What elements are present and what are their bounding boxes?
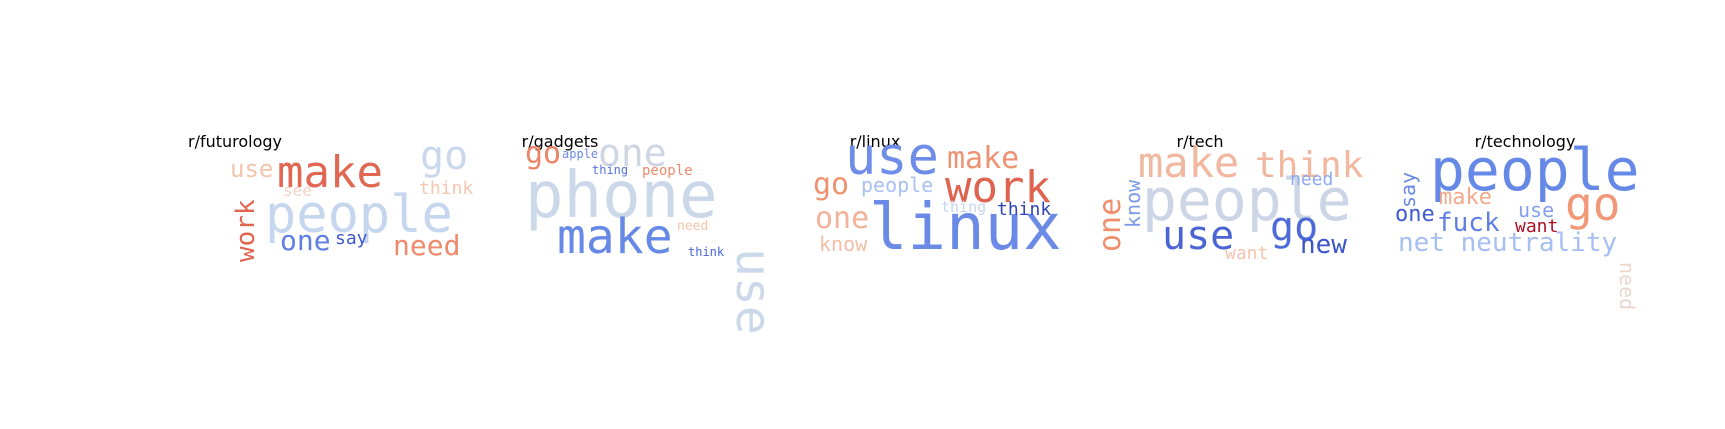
word-thing: thing xyxy=(592,163,628,177)
word-thing: thing xyxy=(941,198,986,216)
word-go: go xyxy=(813,167,849,202)
word-go: go xyxy=(1270,204,1318,250)
wordcloud-panel-linux: r/linux linux use work make go people one know t… xyxy=(735,127,1062,302)
word-fuck: fuck xyxy=(1437,208,1500,238)
word-one: one xyxy=(1395,202,1435,227)
word-go: go xyxy=(525,136,561,171)
word-people: people xyxy=(642,163,693,179)
word-make: make xyxy=(557,209,673,265)
word-think: think xyxy=(1255,145,1364,186)
word-know: know xyxy=(1121,179,1145,228)
wordcloud-panel-gadgets: r/gadgets phone use make one go apple thing peo… xyxy=(420,131,781,335)
word-one: one xyxy=(1093,198,1128,252)
word-need: need xyxy=(677,219,708,234)
panel-title: r/tech xyxy=(1176,132,1224,151)
word-need: need xyxy=(393,229,460,262)
word-think: think xyxy=(688,245,725,259)
word-see: see xyxy=(283,181,312,200)
word-work: work xyxy=(231,199,261,262)
word-think: think xyxy=(997,199,1051,220)
word-make: make xyxy=(277,147,383,198)
word-need: need xyxy=(1290,169,1333,190)
word-say: say xyxy=(1396,172,1420,208)
word-phone: phone xyxy=(525,159,718,233)
word-go: go xyxy=(420,133,468,179)
word-use: use xyxy=(725,248,781,335)
word-say: say xyxy=(335,228,368,249)
word-use: use xyxy=(230,155,273,183)
word-want: want xyxy=(1515,216,1558,237)
word-one: one xyxy=(280,224,331,257)
panel-title: r/technology xyxy=(1474,132,1576,151)
word-people: people xyxy=(861,173,933,197)
word-use: use xyxy=(1518,198,1554,222)
panel-title: r/linux xyxy=(849,132,901,151)
word-want: want xyxy=(1225,243,1268,264)
word-people: people xyxy=(1142,166,1352,234)
word-linux: linux xyxy=(869,191,1062,265)
word-use: use xyxy=(1162,213,1234,259)
wordcloud-panel-technology: r/technology people go net neutrality make f… xyxy=(1385,132,1665,310)
word-new: new xyxy=(1300,230,1347,260)
word-need: need xyxy=(1615,262,1639,310)
word-make: make xyxy=(1439,185,1492,210)
word-think: think xyxy=(419,178,473,199)
word-go: go xyxy=(1565,177,1620,231)
word-net-neutrality: net neutrality xyxy=(1398,228,1617,258)
word-apple: apple xyxy=(562,147,598,161)
word-one: one xyxy=(598,131,667,175)
word-people: people xyxy=(1430,136,1640,204)
panel-title: r/futurology xyxy=(187,132,283,151)
word-one: one xyxy=(815,201,869,236)
word-make: make xyxy=(947,141,1019,176)
wordcloud-panel-futurology: r/futurology people make go use work need one t… xyxy=(95,132,473,302)
panel-title: r/gadgets xyxy=(521,132,599,151)
word-know: know xyxy=(819,232,868,256)
word-make: make xyxy=(1138,138,1239,187)
word-use: use xyxy=(845,127,939,187)
wordcloud-panel-tech: r/tech people make think use go one know need ne… xyxy=(1060,132,1364,302)
word-people: people xyxy=(265,185,453,245)
word-work: work xyxy=(945,162,1051,213)
